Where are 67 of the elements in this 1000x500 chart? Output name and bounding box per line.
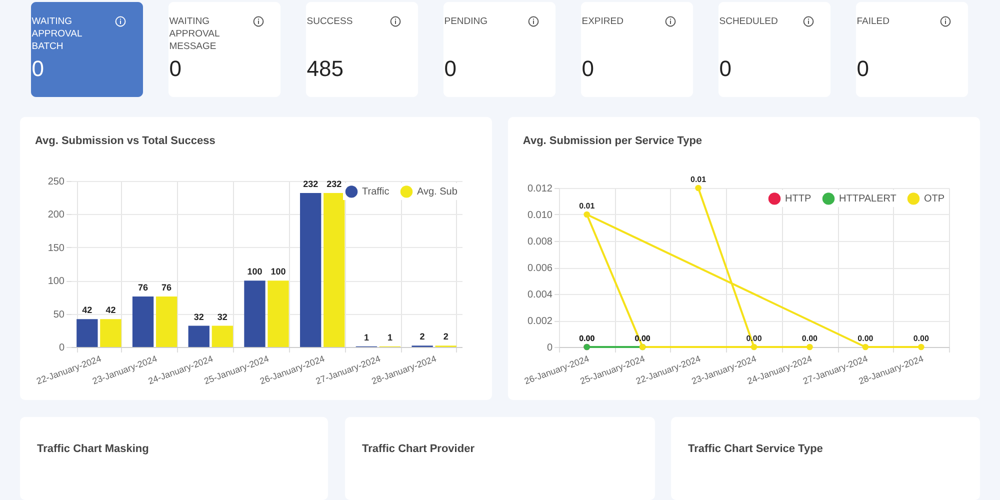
text: Traffic Chart Masking — [37, 443, 149, 455]
data-label: 32 — [194, 312, 204, 322]
data-label: 100 — [247, 266, 262, 277]
legend-label: HTTPALERT — [839, 194, 896, 205]
y-tick-label: 0 — [546, 342, 553, 354]
data-label: 0 — [582, 56, 594, 81]
y-tick-label: 0 — [58, 342, 65, 354]
data-label: 0.01 — [690, 175, 707, 184]
legend-label: OTP — [924, 194, 945, 205]
bar — [156, 296, 178, 347]
y-tick-label: 150 — [48, 242, 65, 254]
data-label: 0.00 — [802, 334, 818, 343]
category-label: WAITING APPROVAL BATCH — [32, 16, 82, 52]
data-label: 232 — [326, 178, 342, 189]
category-label: SUCCESS — [306, 16, 353, 27]
legend-label: Avg. Sub — [417, 186, 458, 198]
chart-title: Avg. Submission vs Total Success — [34, 135, 216, 147]
data-label: 0.00 — [858, 334, 874, 343]
legend-label: Traffic — [362, 186, 390, 198]
y-tick-label: 100 — [48, 276, 65, 288]
category-label: SCHEDULED — [719, 16, 778, 27]
bar — [132, 296, 154, 347]
y-tick-label: 0.010 — [527, 210, 553, 221]
y-tick-label: 0.006 — [527, 263, 553, 274]
data-label: 42 — [82, 305, 92, 316]
category-label: EXPIRED — [582, 16, 624, 27]
data-label: 0 — [169, 56, 182, 81]
y-tick-label: 0.012 — [527, 184, 553, 194]
data-label: 0.00 — [579, 334, 596, 343]
bar — [188, 326, 210, 347]
data-label: 0 — [444, 56, 456, 81]
data-label: 2 — [420, 332, 425, 342]
bar — [100, 319, 122, 347]
data-label: 100 — [270, 266, 286, 277]
data-label: 0 — [856, 56, 869, 81]
data-label: 485 — [306, 56, 344, 81]
bar — [244, 280, 266, 347]
category-label: PENDING — [444, 16, 488, 27]
data-label: 0.01 — [579, 202, 596, 210]
data-label: 232 — [303, 178, 318, 189]
category-label: FAILED — [856, 16, 890, 27]
legend-label: HTTP — [785, 194, 812, 205]
data-label: 2 — [443, 332, 448, 342]
y-tick-label: 0.004 — [527, 290, 553, 300]
y-tick-label: 0.008 — [527, 236, 553, 248]
y-tick-label: 250 — [48, 176, 65, 188]
data-label: 76 — [162, 282, 172, 293]
data-label: 1 — [387, 332, 392, 342]
data-label: 0 — [719, 56, 732, 81]
y-tick-label: 50 — [53, 309, 65, 320]
y-tick-label: 0.002 — [527, 316, 553, 327]
text: Traffic Chart Provider — [362, 443, 474, 455]
data-label: 0 — [32, 56, 44, 81]
data-label: 32 — [217, 312, 228, 322]
bar — [212, 326, 233, 347]
category-label: WAITING APPROVAL MESSAGE — [169, 16, 220, 52]
text: Traffic Chart Service Type — [688, 443, 823, 455]
data-label: 42 — [106, 305, 116, 316]
bar — [268, 280, 289, 347]
y-tick-label: 200 — [48, 210, 65, 221]
data-label: 76 — [138, 282, 148, 293]
data-label: 0.00 — [913, 334, 930, 343]
bar — [324, 192, 345, 347]
bar — [76, 319, 98, 347]
chart-title: Avg. Submission per Service Type — [522, 135, 702, 147]
data-label: 1 — [364, 332, 369, 342]
bar — [300, 192, 322, 347]
